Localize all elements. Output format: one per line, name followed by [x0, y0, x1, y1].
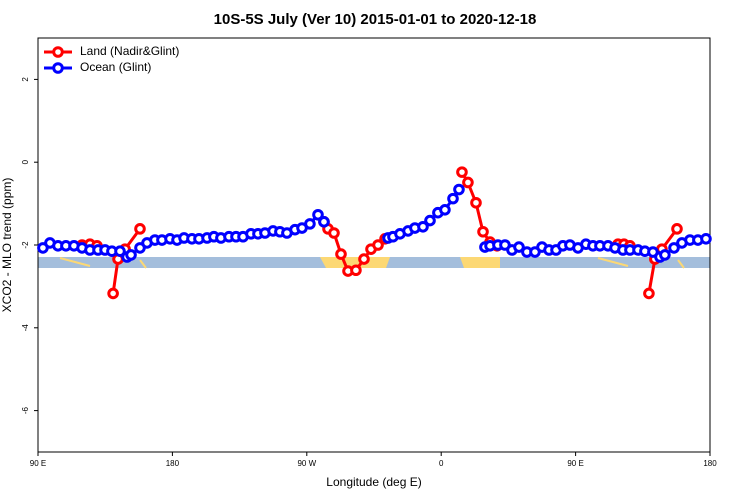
point: [125, 249, 137, 261]
point: [328, 227, 340, 239]
point: [671, 223, 683, 235]
x-tick-label: 90 W: [297, 459, 316, 468]
series: [37, 183, 712, 263]
x-tick-label: 180: [166, 459, 180, 468]
land-patch: [460, 257, 500, 268]
chart-title: 10S-5S July (Ver 10) 2015-01-01 to 2020-…: [214, 11, 537, 28]
point: [304, 218, 316, 230]
point: [643, 287, 655, 300]
point: [513, 241, 525, 253]
point: [439, 204, 451, 216]
point: [114, 245, 126, 258]
y-axis-label: XCO2 - MLO trend (ppm): [0, 178, 14, 313]
y-tick-label: -2: [21, 241, 30, 249]
point: [447, 192, 459, 205]
legend-label: Land (Nadir&Glint): [80, 44, 179, 58]
x-tick-label: 0: [439, 459, 444, 468]
point: [659, 249, 671, 261]
x-tick-label: 180: [703, 459, 717, 468]
point: [477, 225, 489, 238]
x-tick-label: 90 E: [30, 459, 46, 468]
point: [453, 183, 465, 196]
y-tick-label: 2: [21, 77, 30, 82]
x-tick-label: 90 E: [567, 459, 583, 468]
legend-marker: [52, 62, 64, 74]
map-strip: [38, 257, 710, 269]
point: [456, 166, 468, 178]
island-marks: [59, 257, 685, 269]
point: [358, 253, 370, 265]
y-tick-label: -4: [21, 324, 30, 332]
point: [350, 264, 362, 277]
y-tick-label: 0: [21, 159, 30, 164]
point: [462, 176, 474, 189]
y-tick-label: -6: [21, 406, 30, 414]
legend-label: Ocean (Glint): [80, 60, 151, 74]
point: [424, 214, 436, 227]
x-axis-label: Longitude (deg E): [326, 475, 421, 489]
point: [668, 242, 680, 254]
point: [335, 248, 347, 260]
point: [312, 208, 324, 221]
legend-marker: [52, 46, 64, 58]
point: [700, 232, 712, 245]
point: [318, 216, 330, 228]
land-patch: [320, 257, 390, 268]
point: [107, 287, 119, 300]
point: [372, 239, 384, 251]
point: [470, 196, 482, 209]
point: [134, 223, 146, 235]
point: [417, 220, 429, 233]
